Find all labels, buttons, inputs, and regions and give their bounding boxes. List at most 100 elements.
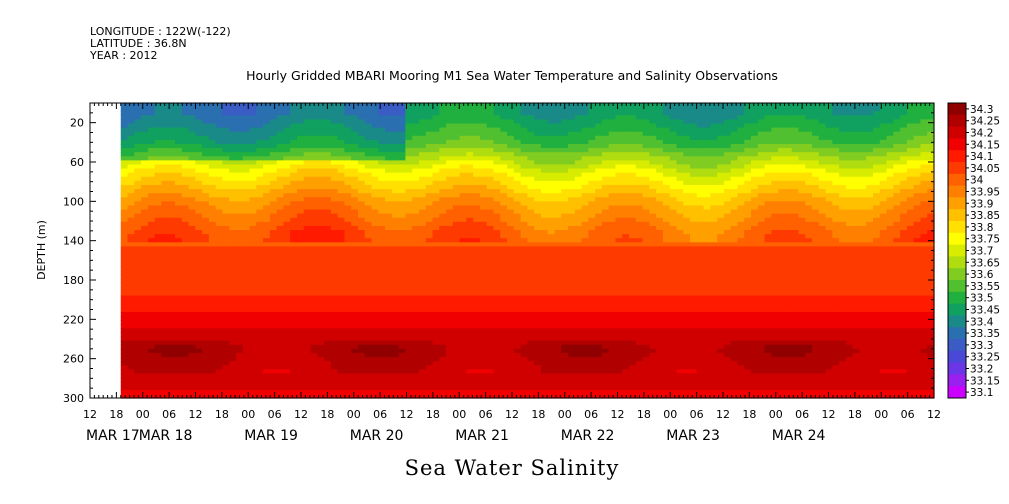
salinity-cell [344, 279, 352, 284]
salinity-cell [154, 103, 163, 108]
salinity-cell [317, 262, 325, 268]
salinity-cell [276, 193, 285, 198]
salinity-cell [357, 160, 366, 166]
salinity-cell [452, 279, 461, 284]
salinity-cell [547, 139, 556, 145]
salinity-cell [547, 344, 556, 350]
salinity-cell [371, 197, 379, 202]
salinity-cell [324, 176, 332, 182]
salinity-cell [371, 139, 379, 145]
salinity-cell [391, 311, 400, 317]
salinity-cell [283, 143, 291, 149]
salinity-cell [351, 189, 359, 194]
salinity-cell [276, 266, 285, 272]
salinity-cell [181, 160, 190, 166]
salinity-cell [534, 213, 542, 219]
salinity-cell [391, 328, 400, 334]
salinity-cell [202, 115, 210, 120]
salinity-cell [174, 168, 183, 174]
salinity-cell [412, 352, 420, 358]
salinity-cell [188, 344, 196, 350]
salinity-cell [310, 168, 318, 174]
salinity-cell [290, 209, 298, 215]
salinity-cell [371, 189, 379, 194]
salinity-cell [161, 283, 169, 288]
salinity-cell [479, 332, 488, 338]
salinity-cell [208, 119, 217, 125]
salinity-cell [527, 283, 535, 288]
salinity-cell [120, 119, 129, 125]
salinity-cell [215, 148, 224, 153]
salinity-cell [154, 213, 163, 219]
salinity-cell [547, 242, 556, 248]
salinity-cell [466, 381, 474, 387]
salinity-cell [229, 242, 237, 248]
salinity-cell [215, 115, 224, 120]
salinity-cell [344, 123, 352, 129]
salinity-cell [357, 242, 366, 248]
salinity-cell [568, 189, 576, 194]
salinity-cell [534, 275, 542, 280]
salinity-cell [574, 270, 583, 276]
salinity-cell [554, 283, 562, 288]
salinity-cell [168, 111, 176, 116]
salinity-cell [412, 324, 420, 329]
salinity-cell [568, 221, 576, 227]
salinity-cell [303, 107, 312, 112]
salinity-cell [398, 287, 406, 293]
salinity-cell [134, 246, 142, 252]
salinity-cell [527, 238, 535, 243]
salinity-cell [174, 160, 183, 166]
salinity-cell [195, 238, 203, 243]
salinity-cell [574, 123, 583, 129]
salinity-cell [215, 283, 224, 288]
salinity-cell [256, 119, 264, 125]
salinity-cell [181, 213, 190, 219]
salinity-cell [317, 348, 325, 354]
salinity-cell [174, 107, 183, 112]
salinity-cell [296, 119, 305, 125]
salinity-cell [351, 127, 359, 133]
salinity-cell [283, 258, 291, 264]
salinity-cell [242, 344, 251, 350]
salinity-cell [195, 287, 203, 293]
salinity-cell [242, 295, 251, 301]
salinity-cell [161, 205, 169, 211]
salinity-cell [391, 148, 400, 153]
salinity-cell [344, 262, 352, 268]
salinity-cell [249, 246, 257, 252]
salinity-cell [202, 217, 210, 223]
salinity-cell [486, 205, 495, 211]
salinity-cell [439, 340, 447, 346]
salinity-cell [229, 311, 237, 317]
salinity-cell [330, 311, 339, 317]
salinity-cell [507, 373, 515, 379]
salinity-cell [337, 307, 346, 313]
salinity-cell [154, 242, 163, 248]
salinity-cell [141, 103, 149, 108]
salinity-cell [235, 262, 244, 268]
salinity-cell [466, 365, 474, 370]
salinity-cell [534, 357, 542, 362]
salinity-cell [412, 365, 420, 370]
salinity-cell [425, 332, 434, 338]
salinity-cell [168, 148, 176, 153]
salinity-cell [303, 184, 312, 190]
salinity-cell [385, 275, 393, 280]
salinity-cell [561, 377, 569, 383]
salinity-cell [479, 201, 488, 207]
salinity-cell [215, 287, 224, 293]
salinity-cell [141, 123, 149, 129]
salinity-cell [588, 193, 596, 198]
salinity-cell [540, 148, 549, 153]
salinity-cell [473, 266, 481, 272]
salinity-cell [263, 340, 271, 346]
salinity-cell [507, 324, 515, 329]
salinity-cell [222, 143, 230, 149]
salinity-cell [398, 340, 406, 346]
salinity-cell [147, 266, 156, 272]
salinity-cell [364, 172, 373, 178]
salinity-cell [242, 143, 251, 149]
salinity-cell [439, 230, 447, 235]
salinity-cell [357, 184, 366, 190]
